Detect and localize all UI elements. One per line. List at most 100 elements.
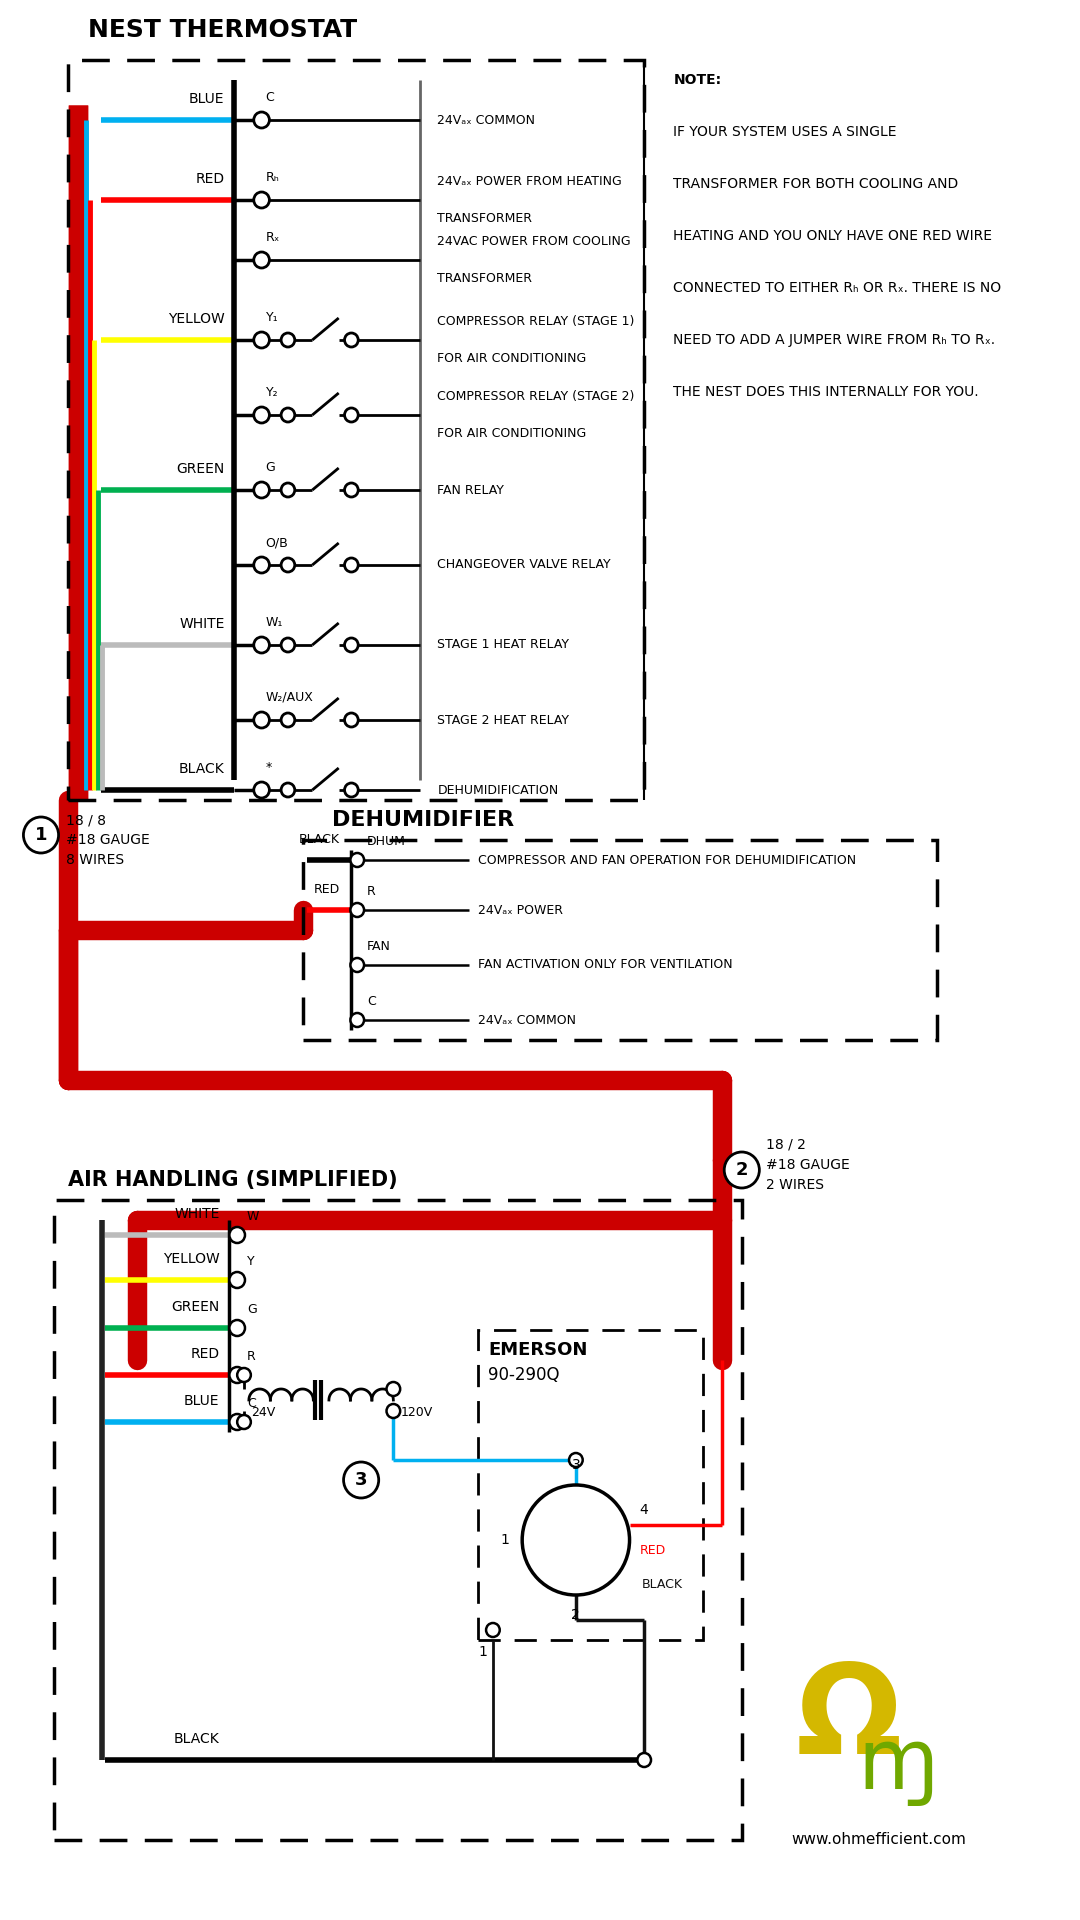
Circle shape (350, 902, 364, 918)
Circle shape (350, 1014, 364, 1027)
Text: GREEN: GREEN (176, 463, 225, 476)
Text: 2: 2 (735, 1162, 748, 1179)
Circle shape (281, 783, 295, 797)
Text: 2 WIRES: 2 WIRES (766, 1179, 824, 1192)
Circle shape (254, 712, 269, 728)
Circle shape (281, 637, 295, 653)
Text: YELLOW: YELLOW (163, 1252, 219, 1265)
Circle shape (254, 192, 269, 207)
Circle shape (281, 409, 295, 422)
Text: RED: RED (195, 173, 225, 186)
Text: 24Vₐₓ COMMON: 24Vₐₓ COMMON (437, 113, 536, 127)
Text: O/B: O/B (266, 536, 288, 549)
Text: 90-290Q: 90-290Q (488, 1365, 559, 1384)
Text: 3: 3 (355, 1471, 367, 1490)
Text: CHANGEOVER VALVE RELAY: CHANGEOVER VALVE RELAY (437, 559, 611, 572)
Text: C: C (247, 1398, 256, 1409)
Circle shape (350, 852, 364, 868)
Circle shape (229, 1227, 245, 1242)
Circle shape (281, 332, 295, 348)
Circle shape (238, 1367, 251, 1382)
Text: 4: 4 (639, 1503, 648, 1517)
Circle shape (486, 1622, 500, 1638)
Circle shape (229, 1271, 245, 1288)
Text: R: R (367, 885, 376, 899)
Text: AIR HANDLING (SIMPLIFIED): AIR HANDLING (SIMPLIFIED) (68, 1169, 397, 1190)
Text: IF YOUR SYSTEM USES A SINGLE: IF YOUR SYSTEM USES A SINGLE (674, 125, 897, 138)
Bar (478, 1331, 703, 1640)
Text: DHUM: DHUM (367, 835, 406, 849)
Text: FAN: FAN (367, 941, 391, 952)
Circle shape (345, 559, 359, 572)
Circle shape (345, 409, 359, 422)
Text: COMPRESSOR RELAY (STAGE 2): COMPRESSOR RELAY (STAGE 2) (437, 390, 635, 403)
Text: C: C (367, 995, 376, 1008)
Text: 24Vₐₓ POWER FROM HEATING: 24Vₐₓ POWER FROM HEATING (437, 175, 622, 188)
Text: 1: 1 (35, 826, 48, 845)
Text: Y: Y (247, 1256, 255, 1267)
Text: TRANSFORMER: TRANSFORMER (437, 211, 532, 225)
Text: CONNECTED TO EITHER Rₕ OR Rₓ. THERE IS NO: CONNECTED TO EITHER Rₕ OR Rₓ. THERE IS N… (674, 280, 1001, 296)
Bar (302, 841, 937, 1041)
Circle shape (345, 332, 359, 348)
Text: DEHUMIDIFICATION: DEHUMIDIFICATION (437, 783, 558, 797)
Text: 18 / 8: 18 / 8 (66, 812, 106, 828)
Circle shape (343, 1461, 379, 1498)
Text: *: * (266, 760, 272, 774)
Text: www.ohmefficient.com: www.ohmefficient.com (791, 1832, 966, 1847)
Text: BLACK: BLACK (178, 762, 225, 776)
Circle shape (387, 1382, 401, 1396)
Text: G: G (247, 1304, 257, 1315)
Text: FOR AIR CONDITIONING: FOR AIR CONDITIONING (437, 426, 586, 440)
Text: YELLOW: YELLOW (167, 311, 225, 326)
Circle shape (254, 252, 269, 269)
Text: Rₓ: Rₓ (266, 230, 280, 244)
Circle shape (254, 482, 269, 497)
Text: BLUE: BLUE (184, 1394, 219, 1407)
Circle shape (229, 1413, 245, 1430)
Circle shape (254, 637, 269, 653)
Circle shape (345, 712, 359, 728)
Text: BLUE: BLUE (189, 92, 225, 106)
Text: R: R (247, 1350, 256, 1363)
Circle shape (281, 559, 295, 572)
Text: THE NEST DOES THIS INTERNALLY FOR YOU.: THE NEST DOES THIS INTERNALLY FOR YOU. (674, 386, 980, 399)
Text: RED: RED (639, 1544, 665, 1557)
Text: W₁: W₁ (266, 616, 283, 630)
Text: EMERSON: EMERSON (488, 1340, 588, 1359)
Text: 8 WIRES: 8 WIRES (66, 852, 124, 868)
Text: Y₂: Y₂ (266, 386, 279, 399)
Text: 24VAC POWER FROM COOLING: 24VAC POWER FROM COOLING (437, 234, 631, 248)
Circle shape (229, 1321, 245, 1336)
Circle shape (254, 407, 269, 422)
Bar (54, 1200, 742, 1839)
Circle shape (345, 783, 359, 797)
Text: BLACK: BLACK (643, 1578, 684, 1592)
Text: Rₕ: Rₕ (266, 171, 280, 184)
Text: NEED TO ADD A JUMPER WIRE FROM Rₕ TO Rₓ.: NEED TO ADD A JUMPER WIRE FROM Rₕ TO Rₓ. (674, 332, 996, 348)
Text: STAGE 2 HEAT RELAY: STAGE 2 HEAT RELAY (437, 714, 569, 726)
Circle shape (238, 1415, 251, 1428)
Text: #18 GAUGE: #18 GAUGE (66, 833, 150, 847)
Text: W₂/AUX: W₂/AUX (266, 691, 313, 705)
Circle shape (387, 1404, 401, 1419)
Text: NOTE:: NOTE: (674, 73, 721, 86)
Text: #18 GAUGE: #18 GAUGE (766, 1158, 850, 1171)
Circle shape (345, 484, 359, 497)
Text: FOR AIR CONDITIONING: FOR AIR CONDITIONING (437, 351, 586, 365)
Circle shape (229, 1367, 245, 1382)
Text: 1: 1 (478, 1645, 487, 1659)
Text: G: G (266, 461, 275, 474)
Circle shape (254, 781, 269, 799)
Bar (68, 60, 644, 801)
Text: RED: RED (190, 1348, 219, 1361)
Text: WHITE: WHITE (174, 1208, 219, 1221)
Text: Ω: Ω (796, 1659, 902, 1780)
Circle shape (569, 1453, 583, 1467)
Text: RED: RED (313, 883, 340, 897)
Text: FAN RELAY: FAN RELAY (437, 484, 504, 497)
Text: NEST THERMOSTAT: NEST THERMOSTAT (87, 17, 357, 42)
Text: 1: 1 (501, 1532, 510, 1548)
Circle shape (254, 332, 269, 348)
Text: TRANSFORMER: TRANSFORMER (437, 273, 532, 284)
